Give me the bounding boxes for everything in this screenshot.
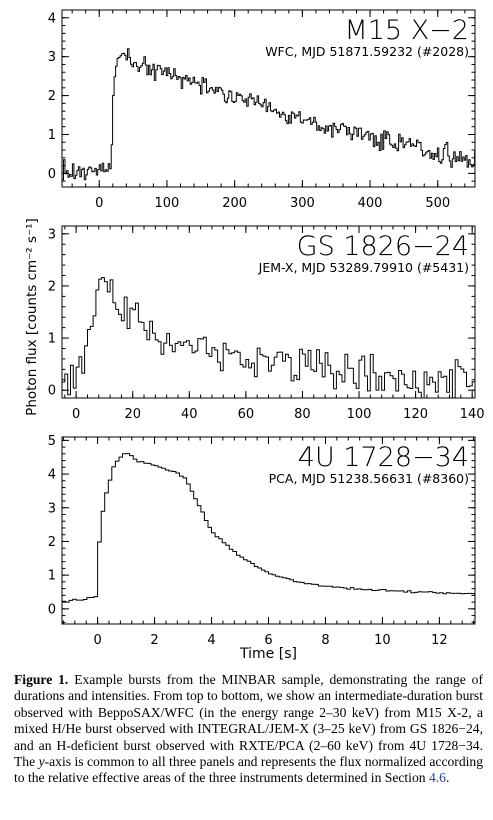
- y-tick-label-3-3: 3: [48, 501, 56, 516]
- x-tick-label-3-3: 6: [264, 633, 272, 648]
- panel-title-2: GS 1826−24: [297, 231, 469, 262]
- y-tick-label-3-2: 2: [48, 535, 56, 550]
- y-tick-label-2-3: 3: [48, 227, 56, 242]
- section-link[interactable]: 4.6: [428, 770, 446, 786]
- light-curve-2: [62, 277, 475, 398]
- y-tick-label-2-0: 0: [48, 384, 56, 399]
- x-tick-label-2-5: 100: [347, 407, 372, 422]
- x-tick-label-1-1: 100: [155, 196, 180, 211]
- caption-y-word: y: [38, 754, 45, 770]
- figure-caption: Figure 1. Example bursts from the MINBAR…: [14, 672, 483, 787]
- x-tick-label-1-3: 300: [290, 196, 315, 211]
- panel-subtitle-1: WFC, MJD 51871.59232 (#2028): [265, 44, 469, 59]
- x-axis-label: Time [s]: [239, 646, 297, 662]
- x-tick-label-2-4: 80: [294, 407, 311, 422]
- x-tick-label-1-4: 400: [358, 196, 383, 211]
- x-tick-label-3-0: 0: [93, 633, 101, 648]
- caption-text-3: .: [445, 770, 450, 786]
- y-tick-label-1-2: 2: [48, 89, 56, 104]
- y-tick-label-2-2: 2: [48, 279, 56, 294]
- x-tick-label-2-3: 60: [238, 407, 255, 422]
- y-tick-label-3-1: 1: [48, 569, 56, 584]
- light-curve-1: [62, 48, 475, 181]
- panel-subtitle-2: JEM-X, MJD 53289.79910 (#5431): [258, 260, 469, 275]
- x-tick-label-2-7: 140: [460, 407, 485, 422]
- caption-text-1: Example bursts from the MINBAR sample, d…: [14, 672, 483, 770]
- y-tick-label-2-1: 1: [48, 332, 56, 347]
- x-tick-label-3-1: 2: [150, 633, 158, 648]
- plot-frame-1: [61, 9, 476, 188]
- y-tick-label-1-3: 3: [48, 50, 56, 65]
- y-tick-label-1-1: 1: [48, 128, 56, 143]
- x-tick-label-3-4: 8: [321, 633, 329, 648]
- x-tick-label-3-6: 12: [431, 633, 448, 648]
- x-tick-label-3-2: 4: [207, 633, 215, 648]
- x-tick-label-2-2: 40: [181, 407, 198, 422]
- y-tick-label-3-5: 5: [48, 434, 56, 449]
- light-curve-3: [62, 453, 475, 603]
- x-tick-label-2-0: 0: [72, 407, 80, 422]
- y-tick-label-1-0: 0: [48, 167, 56, 182]
- panel-title-3: 4U 1728−34: [298, 442, 469, 473]
- x-tick-label-1-0: 0: [95, 196, 103, 211]
- panel-title-1: M15 X−2: [344, 15, 469, 46]
- x-tick-label-3-5: 10: [374, 633, 391, 648]
- y-axis-label: Photon flux [counts cm⁻² s⁻¹]: [24, 218, 40, 416]
- x-tick-label-1-5: 500: [425, 196, 450, 211]
- y-tick-label-3-0: 0: [48, 602, 56, 617]
- y-tick-label-3-4: 4: [48, 468, 56, 483]
- x-tick-label-2-1: 20: [124, 407, 141, 422]
- y-tick-label-1-4: 4: [48, 11, 56, 26]
- panel-subtitle-3: PCA, MJD 51238.56631 (#8360): [269, 471, 469, 486]
- x-tick-label-1-2: 200: [222, 196, 247, 211]
- caption-label: Figure 1.: [14, 672, 69, 687]
- caption-text-2: -axis is common to all three panels and …: [14, 754, 483, 786]
- x-tick-label-2-6: 120: [403, 407, 428, 422]
